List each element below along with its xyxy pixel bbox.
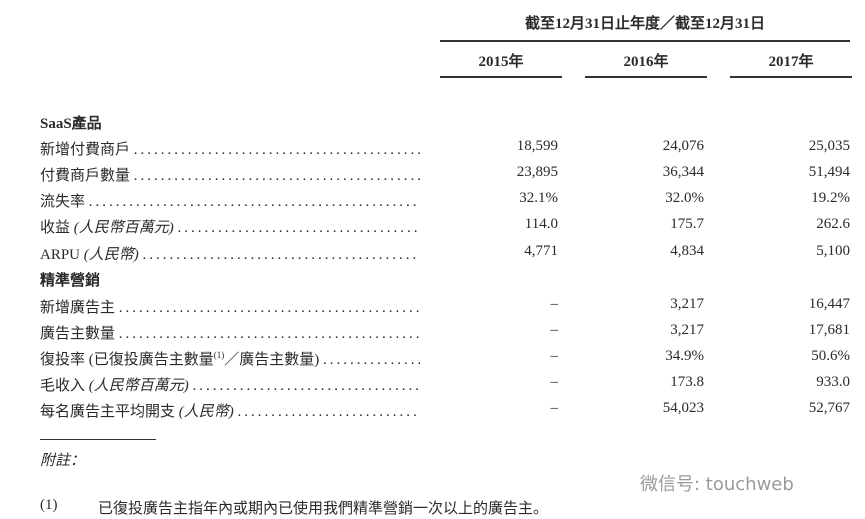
- leader-dots: ........................................…: [118, 326, 420, 342]
- row-label: 流失率 ....................................…: [40, 190, 420, 211]
- label-text: 新增廣告主: [40, 300, 116, 316]
- year-header-2017: 2017年: [768, 54, 814, 70]
- label-unit: (人民幣百萬元): [88, 378, 189, 394]
- cell-value: 3,217: [670, 322, 704, 338]
- row-label: 毛收入 (人民幣百萬元) ...........................…: [40, 374, 420, 395]
- cell-value: 19.2%: [811, 190, 850, 206]
- row-label: 收益 (人民幣百萬元) ............................…: [40, 216, 420, 237]
- note-text: 已復投廣告主指年內或期內已使用我們精準營銷一次以上的廣告主。: [98, 501, 549, 517]
- leader-dots: ........................................…: [237, 404, 420, 420]
- label-text: 流失率: [40, 194, 86, 210]
- cell-value: 32.0%: [665, 190, 704, 206]
- cell-value: 933.0: [816, 374, 850, 390]
- period-header: 截至12月31日止年度／截至12月31日: [524, 16, 765, 32]
- leader-dots: ........................................…: [88, 194, 420, 210]
- cell-value: –: [550, 322, 559, 338]
- row-label: 新增付費商戶 .................................…: [40, 138, 420, 159]
- row-label: 廣告主數量 ..................................…: [40, 322, 420, 343]
- leader-dots: ........................................…: [192, 378, 420, 394]
- label-text: 新增付費商戶: [40, 142, 131, 158]
- table-row: 收益 (人民幣百萬元) ............................…: [40, 216, 852, 240]
- cell-value: 32.1%: [519, 190, 558, 206]
- label-suffix: ／廣告主數量): [224, 352, 320, 368]
- cell-value: 54,023: [662, 400, 704, 416]
- leader-dots: ........................................…: [133, 168, 420, 184]
- cell-value: 173.8: [670, 374, 704, 390]
- row-label: ARPU (人民幣) .............................…: [40, 243, 420, 264]
- label-unit: (人民幣百萬元): [73, 220, 174, 236]
- cell-value: –: [550, 296, 559, 312]
- cell-value: 114.0: [524, 216, 558, 232]
- table-row: 新增廣告主 ..................................…: [40, 296, 852, 320]
- table-row: 廣告主數量 ..................................…: [40, 322, 852, 346]
- cell-value: 175.7: [670, 216, 704, 232]
- cell-value: 51,494: [808, 164, 850, 180]
- label-text: 收益: [40, 220, 71, 236]
- label-unit: (人民幣): [178, 404, 234, 420]
- cell-value: –: [550, 348, 559, 364]
- year-header-2015: 2015年: [478, 54, 524, 70]
- notes-rule: [40, 439, 156, 440]
- cell-value: 24,076: [662, 138, 704, 154]
- cell-value: 5,100: [816, 243, 850, 259]
- label-text: 每名廣告主平均開支: [40, 404, 176, 420]
- watermark: 微信号: touchweb: [640, 474, 794, 495]
- year-rule: [730, 76, 852, 78]
- cell-value: 52,767: [808, 400, 850, 416]
- label-text: 毛收入: [40, 378, 86, 394]
- cell-value: 4,834: [670, 243, 704, 259]
- row-label: 新增廣告主 ..................................…: [40, 296, 420, 317]
- leader-dots: ........................................…: [323, 352, 420, 368]
- cell-value: 4,771: [524, 243, 558, 259]
- table-row: 新增付費商戶 .................................…: [40, 138, 852, 162]
- table-row: 毛收入 (人民幣百萬元) ...........................…: [40, 374, 852, 398]
- year-rule: [440, 76, 562, 78]
- section-title: 精準營銷: [40, 273, 101, 289]
- row-label: 每名廣告主平均開支 (人民幣) ........................…: [40, 400, 420, 421]
- leader-dots: ........................................…: [177, 220, 420, 236]
- year-rule: [585, 76, 707, 78]
- label-unit: (人民幣): [83, 247, 139, 263]
- label-text: ARPU: [40, 247, 81, 263]
- leader-dots: ........................................…: [142, 247, 420, 263]
- cell-value: –: [550, 400, 559, 416]
- label-text: 復投率 (已復投廣告主數量: [40, 352, 214, 368]
- row-label: 復投率 (已復投廣告主數量(1)／廣告主數量) ................…: [40, 348, 420, 369]
- cell-value: –: [550, 374, 559, 390]
- cell-value: 18,599: [516, 138, 558, 154]
- table-row: 流失率 ....................................…: [40, 190, 852, 214]
- leader-dots: ........................................…: [118, 300, 420, 316]
- header-rule: [440, 40, 850, 42]
- table-row: 復投率 (已復投廣告主數量(1)／廣告主數量) ................…: [40, 348, 852, 372]
- label-text: 廣告主數量: [40, 326, 116, 342]
- table-row: 付費商戶數量 .................................…: [40, 164, 852, 188]
- leader-dots: ........................................…: [133, 142, 420, 158]
- cell-value: 3,217: [670, 296, 704, 312]
- section-title: SaaS產品: [40, 116, 102, 132]
- cell-value: 23,895: [516, 164, 558, 180]
- year-header-2016: 2016年: [623, 54, 669, 70]
- table-row: 每名廣告主平均開支 (人民幣) ........................…: [40, 400, 852, 424]
- cell-value: 36,344: [662, 164, 704, 180]
- note-marker: (1): [40, 497, 58, 513]
- cell-value: 17,681: [808, 322, 850, 338]
- cell-value: 34.9%: [665, 348, 704, 364]
- footnote-ref: (1): [213, 350, 225, 360]
- cell-value: 262.6: [816, 216, 850, 232]
- row-label: 付費商戶數量 .................................…: [40, 164, 420, 185]
- table-row: ARPU (人民幣) .............................…: [40, 243, 852, 267]
- label-text: 付費商戶數量: [40, 168, 131, 184]
- notes-title: 附註：: [40, 453, 86, 469]
- cell-value: 50.6%: [811, 348, 850, 364]
- cell-value: 25,035: [808, 138, 850, 154]
- cell-value: 16,447: [808, 296, 850, 312]
